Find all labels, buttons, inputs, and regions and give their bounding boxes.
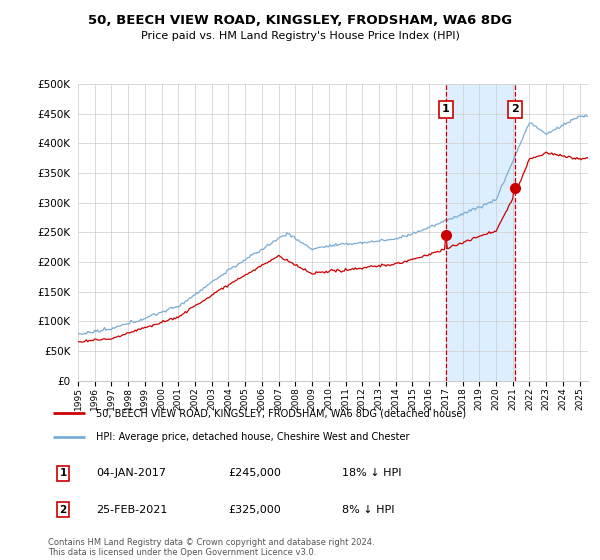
Text: 25-FEB-2021: 25-FEB-2021 bbox=[96, 505, 167, 515]
Text: 8% ↓ HPI: 8% ↓ HPI bbox=[342, 505, 395, 515]
Bar bbox=[446, 84, 515, 381]
Text: 50, BEECH VIEW ROAD, KINGSLEY, FRODSHAM, WA6 8DG: 50, BEECH VIEW ROAD, KINGSLEY, FRODSHAM,… bbox=[88, 14, 512, 27]
Text: Price paid vs. HM Land Registry's House Price Index (HPI): Price paid vs. HM Land Registry's House … bbox=[140, 31, 460, 41]
Text: 2: 2 bbox=[59, 505, 67, 515]
Text: Contains HM Land Registry data © Crown copyright and database right 2024.
This d: Contains HM Land Registry data © Crown c… bbox=[48, 538, 374, 557]
Text: 2: 2 bbox=[511, 104, 518, 114]
Text: 18% ↓ HPI: 18% ↓ HPI bbox=[342, 468, 401, 478]
Text: HPI: Average price, detached house, Cheshire West and Chester: HPI: Average price, detached house, Ches… bbox=[96, 432, 410, 442]
Text: 1: 1 bbox=[442, 104, 450, 114]
Text: £325,000: £325,000 bbox=[228, 505, 281, 515]
Text: 1: 1 bbox=[59, 468, 67, 478]
Text: £245,000: £245,000 bbox=[228, 468, 281, 478]
Text: 04-JAN-2017: 04-JAN-2017 bbox=[96, 468, 166, 478]
Text: 50, BEECH VIEW ROAD, KINGSLEY, FRODSHAM, WA6 8DG (detached house): 50, BEECH VIEW ROAD, KINGSLEY, FRODSHAM,… bbox=[96, 408, 466, 418]
